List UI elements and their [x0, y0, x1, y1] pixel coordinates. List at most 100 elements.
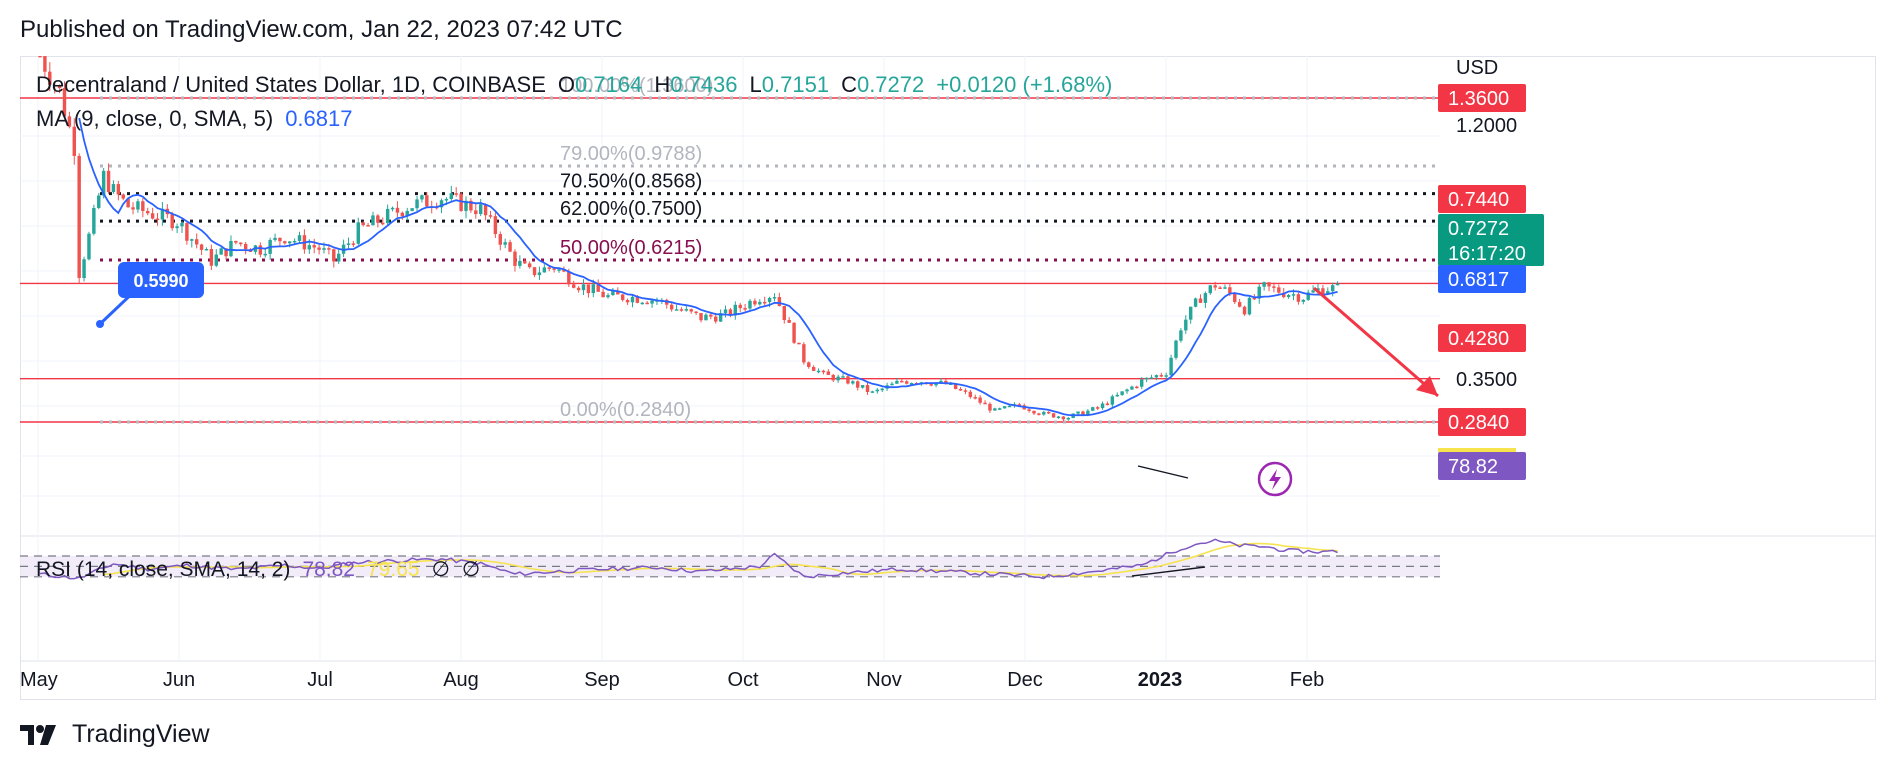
price-axis[interactable]: USD 1.2000 0.3500 1.3600 0.7440 0.7272 16:17:2…	[1438, 57, 1544, 480]
candle-body	[121, 194, 125, 199]
time-tick-label: 2023	[1138, 669, 1183, 691]
price-label-box	[1438, 265, 1526, 293]
candle-body	[900, 380, 904, 383]
candle-body	[258, 245, 263, 255]
candle-body	[1247, 297, 1252, 315]
callout-label: 0.5990	[133, 271, 188, 291]
candle-body	[860, 385, 865, 388]
hidden-plot-icon: ∅	[432, 558, 450, 581]
candle-body	[204, 249, 209, 251]
candle-body	[116, 184, 121, 195]
price-tick-label: 1.2000	[1456, 115, 1517, 137]
candle-body	[890, 383, 894, 386]
candle-body	[532, 267, 537, 276]
candle-body	[199, 244, 204, 250]
candle-body	[591, 284, 596, 294]
chart-area[interactable]: 100.00%(1.3600) 79.00%(0.9788) 70.50%(0.85…	[20, 56, 1876, 700]
candle-body	[263, 253, 267, 256]
legend-symbol-name: Decentraland / United States Dollar, 1D,…	[36, 72, 546, 97]
candle-body	[1223, 287, 1227, 289]
candle-body	[356, 222, 360, 244]
candle-body	[939, 380, 943, 383]
candle-body	[278, 237, 282, 242]
price-chart[interactable]: 100.00%(1.3600) 79.00%(0.9788) 70.50%(0.85…	[20, 56, 1876, 700]
rsi-ma-value: 79.65	[367, 558, 420, 581]
candle-body	[1198, 298, 1203, 303]
candle-body	[904, 381, 909, 384]
candle-body	[684, 309, 689, 311]
candle-body	[601, 291, 605, 298]
candle-body	[1218, 287, 1222, 290]
candle-body	[459, 193, 463, 211]
candle-body	[322, 248, 326, 250]
candle-body	[1237, 302, 1242, 307]
candle-body	[694, 311, 698, 314]
time-tick-label: Nov	[866, 669, 902, 691]
candle-body	[239, 242, 243, 245]
price-label-text: 0.7440	[1448, 189, 1509, 211]
price-label-text: 1.3600	[1448, 88, 1509, 110]
time-tick-label: Sep	[584, 669, 620, 691]
candle-body	[155, 218, 160, 221]
time-axis[interactable]: May Jun Jul Aug Sep Oct Nov Dec 2023 Feb	[20, 669, 1324, 691]
candle-body	[1208, 285, 1212, 294]
candle-body	[1140, 379, 1144, 387]
price-label-text: 0.6817	[1448, 269, 1509, 291]
candle-body	[562, 269, 566, 272]
candle-body	[1032, 410, 1036, 414]
candle-body	[792, 322, 796, 343]
candle-body	[454, 193, 458, 195]
tradingview-branding[interactable]: TradingView	[20, 720, 210, 749]
candle-body	[478, 204, 483, 215]
candle-body	[498, 234, 502, 245]
candle-body	[542, 267, 547, 273]
candle-body	[513, 251, 517, 266]
legend-h-label: H	[654, 72, 670, 97]
candle-body	[733, 304, 738, 316]
candle-body	[1252, 297, 1257, 300]
price-label-box	[1438, 408, 1526, 436]
candle-body	[802, 344, 806, 363]
candle-body	[1130, 386, 1134, 390]
candle-body	[1282, 292, 1286, 298]
legend-rsi: RSI (14, close, SMA, 14, 2) 78.82 79.65 ∅ ∅	[36, 558, 480, 581]
candle-body	[1100, 403, 1105, 409]
candle-body	[346, 243, 351, 245]
candle-body	[327, 248, 331, 250]
candle-body	[390, 207, 395, 210]
candle-body	[572, 284, 576, 288]
candle-body	[1321, 288, 1325, 294]
candle-body	[958, 388, 963, 391]
candle-body	[993, 408, 997, 411]
candle-body	[718, 313, 723, 322]
candle-body	[836, 376, 840, 381]
legend-c-value: 0.7272	[857, 72, 924, 97]
candle-body	[1257, 286, 1261, 299]
candle-body	[146, 210, 150, 214]
candle-body	[1311, 290, 1315, 293]
candle-body	[395, 207, 400, 213]
currency-label: USD	[1456, 57, 1498, 79]
candle-body	[283, 241, 287, 244]
candle-body	[219, 248, 223, 255]
candle-body	[782, 306, 786, 321]
legend-c-label: C	[841, 72, 857, 97]
candle-body	[508, 242, 512, 252]
candle-body	[1144, 377, 1149, 380]
candle-body	[1330, 285, 1335, 292]
candle-body	[180, 223, 184, 227]
legend-change: +0.0120 (+1.68%)	[936, 72, 1112, 97]
price-label-box	[1438, 324, 1526, 352]
candle-body	[488, 215, 493, 217]
candle-body	[126, 198, 130, 208]
candle-body	[679, 309, 684, 311]
candle-body	[194, 239, 199, 245]
candle-body	[48, 71, 52, 85]
price-label-ma: 0.6817	[1438, 265, 1526, 293]
price-label-last: 0.7272 16:17:20	[1438, 214, 1544, 266]
candle-body	[234, 240, 238, 243]
rsi-value: 78.82	[302, 558, 355, 581]
time-tick-label: Jul	[307, 669, 333, 691]
candle-body	[209, 249, 214, 266]
candle-body	[288, 241, 292, 244]
